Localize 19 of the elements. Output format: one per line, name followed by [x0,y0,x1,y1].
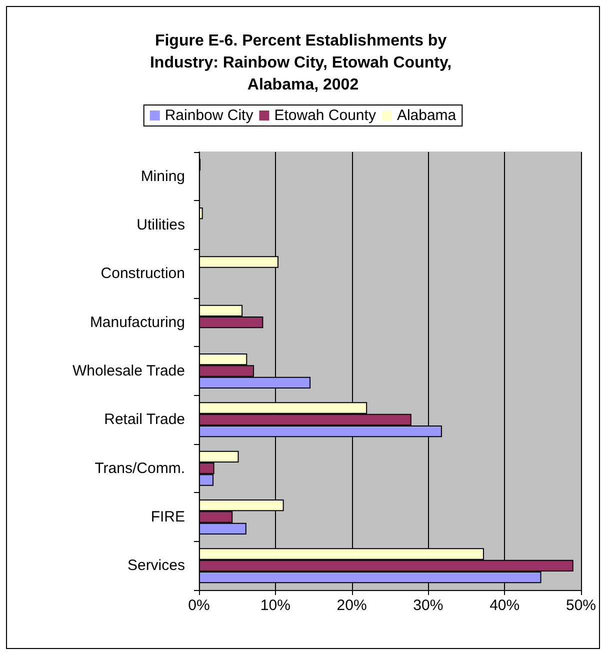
legend-label: Etowah County [274,107,376,124]
y-tick-label: Mining [140,168,185,185]
x-tick-label: 0% [188,597,210,614]
y-tick-label: Wholesale Trade [72,362,185,380]
y-tick-label: Trans/Comm. [94,460,185,477]
legend-label: Rainbow City [164,107,254,124]
x-tick-label: 10% [260,597,290,614]
y-tick-label: Manufacturing [90,314,185,331]
x-tick-label: 50% [566,597,596,614]
x-tick-label: 20% [336,597,367,614]
x-tick-label: 30% [413,597,444,614]
x-tick-label: 40% [490,597,520,614]
y-tick-label: FIRE [150,508,185,526]
y-tick-label: Retail Trade [104,411,185,428]
legend-label: Alabama [396,107,457,124]
chart-title: Figure E-6. Percent Establishments by Industry: Rainbow City, Etowah County, Alabama, 2002 [150,32,456,94]
y-tick-label: Utilities [136,216,185,234]
y-tick-label: Services [127,557,185,574]
y-tick-label: Construction [100,265,185,282]
